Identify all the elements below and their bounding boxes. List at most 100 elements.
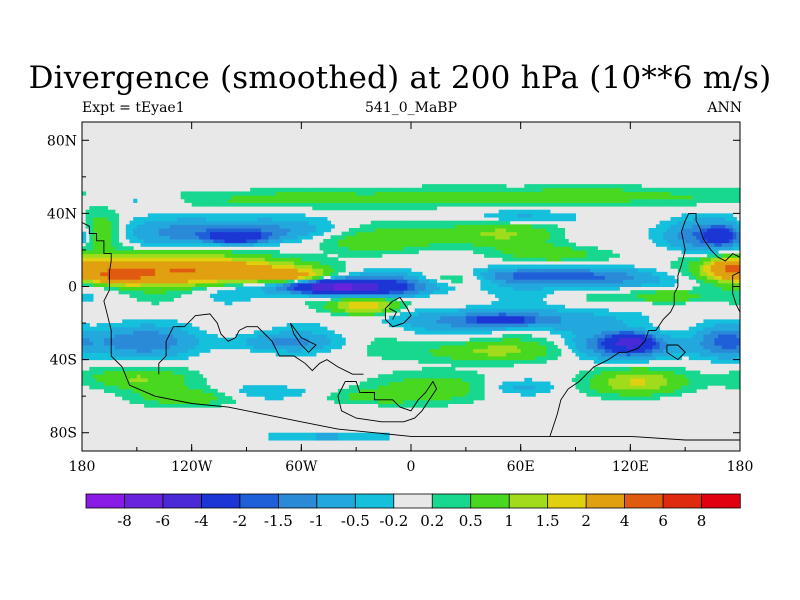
field-cell <box>652 337 657 342</box>
field-cell <box>407 312 412 317</box>
field-cell <box>718 271 723 277</box>
field-cell <box>257 271 262 277</box>
field-cell <box>593 330 598 335</box>
field-cell <box>370 392 375 397</box>
field-cell <box>443 341 449 346</box>
field-cell <box>385 337 390 342</box>
field-cell <box>524 388 529 394</box>
field-cell <box>451 352 456 357</box>
field-cell <box>359 249 364 255</box>
field-cell <box>732 323 737 328</box>
field-cell <box>535 293 540 298</box>
field-cell <box>484 337 489 342</box>
field-cell <box>100 381 105 386</box>
field-cell <box>626 264 631 269</box>
field-cell <box>89 257 94 262</box>
field-cell <box>177 388 182 394</box>
field-cell <box>290 275 295 280</box>
field-cell <box>633 355 639 361</box>
field-cell <box>601 253 606 258</box>
field-cell <box>140 352 145 357</box>
field-cell <box>315 301 321 306</box>
field-cell <box>209 388 215 394</box>
field-cell <box>527 326 533 331</box>
field-cell <box>575 330 580 335</box>
field-cell <box>648 330 653 335</box>
field-cell <box>663 348 668 353</box>
field-cell <box>396 282 401 287</box>
field-cell <box>82 348 87 353</box>
field-cell <box>158 337 163 342</box>
field-cell <box>699 286 704 291</box>
field-cell <box>718 341 723 346</box>
field-cell <box>476 323 481 328</box>
field-cell <box>710 359 715 364</box>
field-cell <box>363 436 368 441</box>
field-cell <box>279 264 284 269</box>
field-cell <box>465 399 470 404</box>
field-cell <box>612 374 617 379</box>
field-cell <box>575 253 580 258</box>
field-cell <box>334 282 339 287</box>
field-cell <box>330 341 335 346</box>
field-cell <box>155 399 160 404</box>
field-cell <box>319 308 324 313</box>
field-cell <box>411 355 416 361</box>
field-cell <box>220 297 226 302</box>
field-cell <box>432 396 438 401</box>
field-cell <box>235 334 240 339</box>
field-cell <box>103 341 109 346</box>
field-cell <box>429 348 434 353</box>
field-cell <box>279 436 284 441</box>
field-cell <box>575 275 580 280</box>
field-cell <box>144 268 149 273</box>
field-cell <box>136 330 141 335</box>
field-cell <box>184 352 189 357</box>
field-cell <box>118 253 123 258</box>
field-cell <box>184 341 189 346</box>
field-cell <box>652 370 657 375</box>
field-cell <box>538 359 544 364</box>
field-cell <box>568 268 573 273</box>
field-cell <box>169 337 174 342</box>
field-cell <box>213 253 218 258</box>
field-cell <box>586 348 591 353</box>
field-cell <box>506 312 511 317</box>
field-cell <box>235 253 240 258</box>
field-cell <box>491 290 496 295</box>
field-cell <box>414 381 419 386</box>
field-cell <box>118 282 123 287</box>
field-cell <box>527 341 533 346</box>
field-cell <box>637 396 642 401</box>
field-cell <box>633 330 639 335</box>
field-cell <box>228 344 233 350</box>
field-cell <box>458 312 463 317</box>
field-cell <box>385 286 390 291</box>
field-cell <box>378 432 383 437</box>
field-cell <box>129 352 134 357</box>
field-cell <box>476 377 481 383</box>
field-cell <box>169 366 174 372</box>
field-cell <box>403 275 408 280</box>
field-cell <box>217 297 222 302</box>
field-cell <box>513 297 518 302</box>
field-cell <box>586 374 591 379</box>
field-cell <box>604 355 609 361</box>
field-cell <box>498 282 503 287</box>
field-cell <box>440 399 445 404</box>
field-cell <box>180 352 185 357</box>
field-cell <box>527 290 533 295</box>
field-cell <box>359 282 364 287</box>
field-cell <box>206 341 211 346</box>
field-cell <box>319 271 324 277</box>
field-cell <box>509 279 514 284</box>
field-cell <box>140 330 145 335</box>
field-cell <box>429 308 434 313</box>
field-cell <box>352 436 357 441</box>
field-cell <box>707 374 712 379</box>
field-cell <box>198 381 204 386</box>
field-cell <box>348 253 354 258</box>
field-cell <box>517 385 522 390</box>
field-cell <box>524 308 529 313</box>
field-cell <box>524 355 529 361</box>
